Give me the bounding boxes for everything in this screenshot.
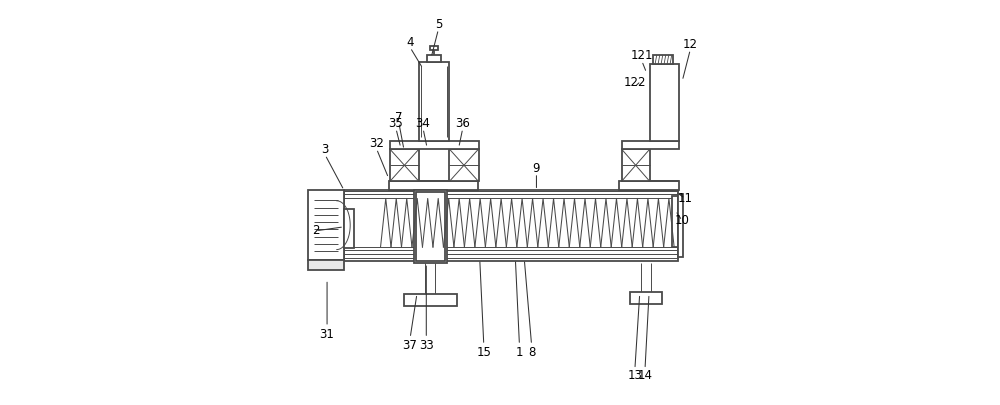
Text: 3: 3 <box>321 143 329 156</box>
Bar <box>390 141 479 149</box>
Text: 2: 2 <box>312 224 319 237</box>
Text: 13: 13 <box>627 369 642 382</box>
Bar <box>449 149 479 181</box>
Text: 37: 37 <box>403 339 418 352</box>
Text: 8: 8 <box>528 346 535 359</box>
Bar <box>344 209 354 248</box>
Bar <box>430 46 438 50</box>
Bar <box>630 292 662 304</box>
Bar <box>650 64 679 141</box>
Bar <box>414 190 447 263</box>
Bar <box>622 141 679 149</box>
Bar <box>678 194 683 257</box>
Text: 12: 12 <box>683 38 698 51</box>
Text: 33: 33 <box>419 339 434 352</box>
Text: 4: 4 <box>406 36 414 49</box>
Text: 1: 1 <box>516 346 523 359</box>
Text: 36: 36 <box>455 117 470 130</box>
Text: 35: 35 <box>389 117 403 130</box>
Text: 9: 9 <box>533 162 540 175</box>
Bar <box>344 190 678 261</box>
Text: 122: 122 <box>623 76 646 89</box>
Bar <box>419 62 449 141</box>
Text: 15: 15 <box>476 346 491 359</box>
Text: 32: 32 <box>369 137 384 150</box>
Text: 14: 14 <box>637 369 652 382</box>
Bar <box>308 260 344 270</box>
Bar <box>308 190 344 260</box>
Text: 11: 11 <box>678 192 693 205</box>
Bar <box>622 149 650 181</box>
Bar <box>416 192 445 261</box>
Bar <box>390 149 419 181</box>
Text: 5: 5 <box>435 18 442 31</box>
Text: 10: 10 <box>675 214 690 227</box>
Text: 7: 7 <box>395 111 402 124</box>
Bar <box>404 294 457 306</box>
Bar <box>619 181 679 190</box>
Text: 121: 121 <box>631 49 653 62</box>
Text: 34: 34 <box>416 117 430 130</box>
Bar <box>672 196 678 247</box>
Bar <box>653 55 673 64</box>
Bar <box>389 181 478 190</box>
Bar <box>427 55 441 62</box>
Text: 31: 31 <box>320 328 335 341</box>
